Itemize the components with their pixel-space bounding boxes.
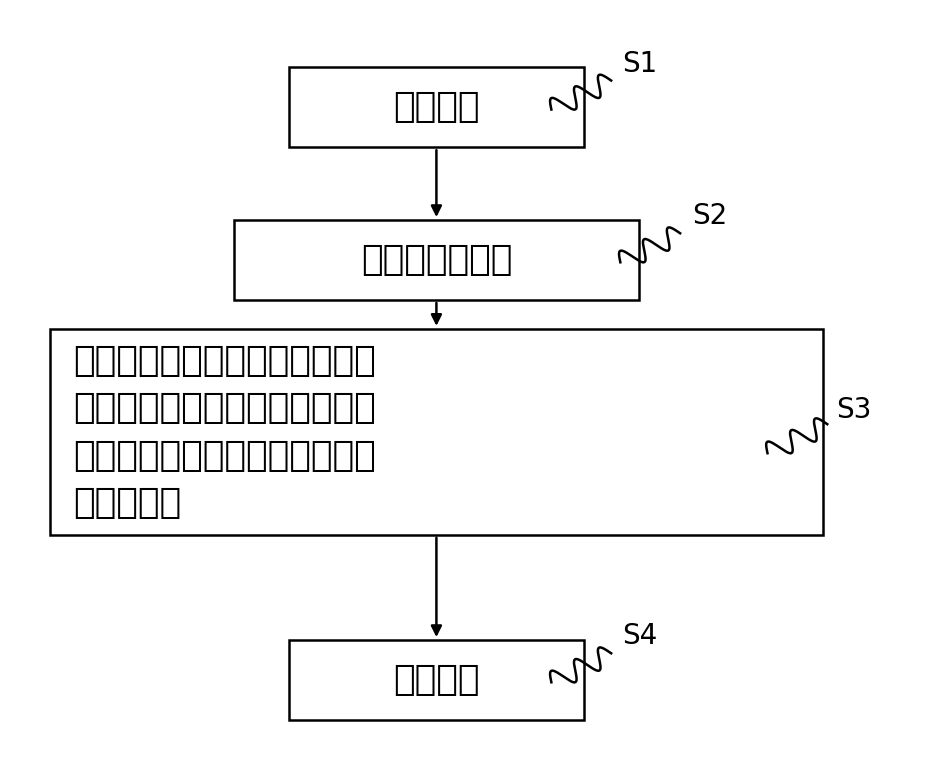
Text: S1: S1 (621, 49, 656, 78)
Text: 位置特征的预测: 位置特征的预测 (361, 243, 512, 277)
Text: 异常处理: 异常处理 (393, 663, 479, 697)
Text: S2: S2 (692, 202, 727, 231)
FancyBboxPatch shape (289, 67, 583, 147)
FancyBboxPatch shape (289, 640, 583, 720)
FancyBboxPatch shape (234, 220, 638, 300)
Text: S4: S4 (621, 622, 656, 651)
Text: S3: S3 (835, 397, 870, 425)
FancyBboxPatch shape (50, 329, 821, 535)
Text: 吊具定位: 吊具定位 (393, 90, 479, 124)
Text: 将在电脑上的程序和代码转化为
目标硬件平台可以识别和运行的
文件，并使得其在新的硬件平台
上正常运行: 将在电脑上的程序和代码转化为 目标硬件平台可以识别和运行的 文件，并使得其在新的… (73, 344, 375, 520)
